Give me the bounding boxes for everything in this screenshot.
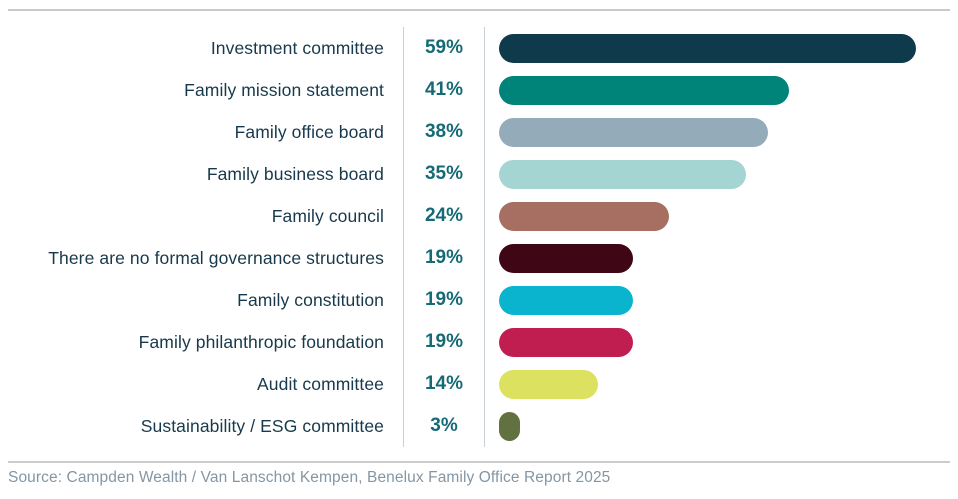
bar	[499, 327, 633, 357]
chart-row: There are no formal governance structure…	[0, 237, 958, 279]
value-label: 19%	[404, 237, 485, 279]
bar-track	[485, 363, 958, 405]
value-label: 19%	[404, 279, 485, 321]
chart-row: Family constitution 19%	[0, 279, 958, 321]
top-divider	[8, 9, 950, 11]
bar	[499, 369, 598, 399]
bar	[499, 285, 633, 315]
bar	[499, 33, 916, 63]
chart-row: Investment committee 59%	[0, 27, 958, 69]
bar-track	[485, 153, 958, 195]
category-label: Investment committee	[0, 27, 404, 69]
chart-row: Family business board 35%	[0, 153, 958, 195]
value-label: 59%	[404, 27, 485, 69]
category-label: There are no formal governance structure…	[0, 237, 404, 279]
bar-track	[485, 279, 958, 321]
chart-row: Family philanthropic foundation 19%	[0, 321, 958, 363]
bar	[499, 159, 746, 189]
bar-track	[485, 111, 958, 153]
governance-structures-bar-chart: Investment committee 59% Family mission st…	[0, 27, 958, 447]
category-label: Family philanthropic foundation	[0, 321, 404, 363]
category-label: Sustainability / ESG committee	[0, 405, 404, 447]
category-label: Family constitution	[0, 279, 404, 321]
value-label: 14%	[404, 363, 485, 405]
value-label: 24%	[404, 195, 485, 237]
value-label: 35%	[404, 153, 485, 195]
bar	[499, 117, 768, 147]
bottom-divider	[8, 461, 950, 463]
category-label: Family business board	[0, 153, 404, 195]
bar	[499, 243, 633, 273]
bar-track	[485, 237, 958, 279]
bar-track	[485, 405, 958, 447]
category-label: Family office board	[0, 111, 404, 153]
bar-track	[485, 195, 958, 237]
chart-row: Family council 24%	[0, 195, 958, 237]
category-label: Family mission statement	[0, 69, 404, 111]
chart-row: Sustainability / ESG committee 3%	[0, 405, 958, 447]
chart-row: Audit committee 14%	[0, 363, 958, 405]
chart-row: Family mission statement 41%	[0, 69, 958, 111]
category-label: Audit committee	[0, 363, 404, 405]
bar-track	[485, 321, 958, 363]
bar	[499, 201, 669, 231]
source-caption: Source: Campden Wealth / Van Lanschot Ke…	[8, 469, 611, 486]
value-label: 19%	[404, 321, 485, 363]
chart-row: Family office board 38%	[0, 111, 958, 153]
value-label: 41%	[404, 69, 485, 111]
value-label: 3%	[404, 405, 485, 447]
bar-track	[485, 69, 958, 111]
bar	[499, 411, 520, 441]
category-label: Family council	[0, 195, 404, 237]
value-label: 38%	[404, 111, 485, 153]
bar	[499, 75, 789, 105]
bar-track	[485, 27, 958, 69]
